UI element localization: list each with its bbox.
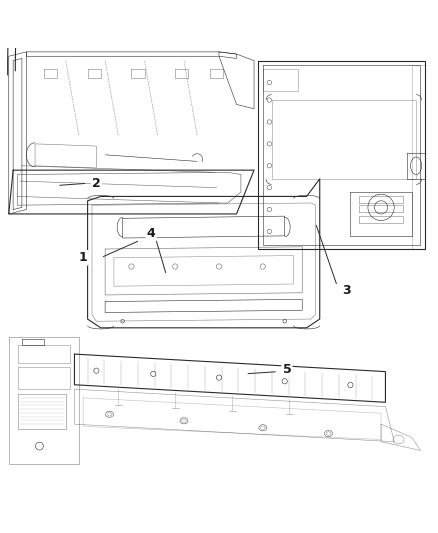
Text: 4: 4 <box>147 227 155 240</box>
Text: 1: 1 <box>79 251 88 264</box>
Text: 2: 2 <box>92 177 101 190</box>
Text: 3: 3 <box>342 284 350 297</box>
Text: 5: 5 <box>283 363 291 376</box>
